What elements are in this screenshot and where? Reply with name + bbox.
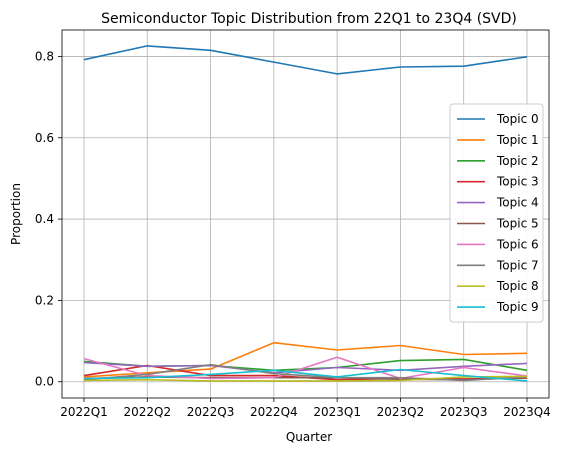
- legend-label: Topic 1: [496, 133, 539, 147]
- x-axis-label: Quarter: [286, 430, 332, 444]
- x-tick-label: 2022Q2: [123, 405, 171, 419]
- legend-label: Topic 7: [496, 258, 539, 272]
- legend-label: Topic 4: [496, 196, 539, 210]
- legend-label: Topic 5: [496, 217, 539, 231]
- x-tick-label: 2022Q3: [187, 405, 235, 419]
- legend-box: [449, 103, 544, 323]
- y-tick-label: 0.8: [35, 49, 54, 63]
- y-tick-label: 0.2: [35, 293, 54, 307]
- legend-label: Topic 6: [496, 237, 539, 251]
- legend-label: Topic 9: [496, 300, 539, 314]
- x-tick-label: 2023Q1: [313, 405, 361, 419]
- chart-title: Semiconductor Topic Distribution from 22…: [101, 11, 517, 27]
- legend-label: Topic 0: [496, 112, 539, 126]
- plot-frame: [61, 29, 550, 399]
- legend-label: Topic 2: [496, 154, 539, 168]
- y-tick-label: 0.6: [35, 131, 54, 145]
- series-line-topic-0: [83, 45, 528, 75]
- x-tick-label: 2023Q3: [440, 405, 488, 419]
- y-axis-label: Proportion: [9, 183, 23, 245]
- x-tick-label: 2023Q2: [377, 405, 425, 419]
- y-tick-label: 0.4: [35, 212, 54, 226]
- series-line-topic-9: [83, 368, 528, 382]
- x-axis-ticks: 2022Q1 2022Q2 2022Q3 2022Q4 2023Q1 2023Q2 2023…: [60, 398, 551, 419]
- series-line-topic-8: [83, 375, 528, 382]
- x-tick-label: 2022Q4: [250, 405, 298, 419]
- series-line-topic-4: [83, 361, 528, 374]
- series-lines: [83, 45, 528, 382]
- y-tick-label: 0.0: [35, 375, 54, 389]
- legend-label: Topic 3: [496, 175, 539, 189]
- x-tick-label: 2023Q4: [503, 405, 551, 419]
- x-tick-label: 2022Q1: [60, 405, 108, 419]
- series-line-topic-6: [83, 356, 528, 380]
- legend: Topic 0 Topic 1 Topic 2 Topic 3 Topic 4 Topic…: [449, 103, 544, 323]
- legend-label: Topic 8: [496, 279, 539, 293]
- y-axis-ticks: 0.0 0.2 0.4 0.6 0.8: [35, 49, 62, 389]
- series-line-topic-7: [83, 363, 528, 382]
